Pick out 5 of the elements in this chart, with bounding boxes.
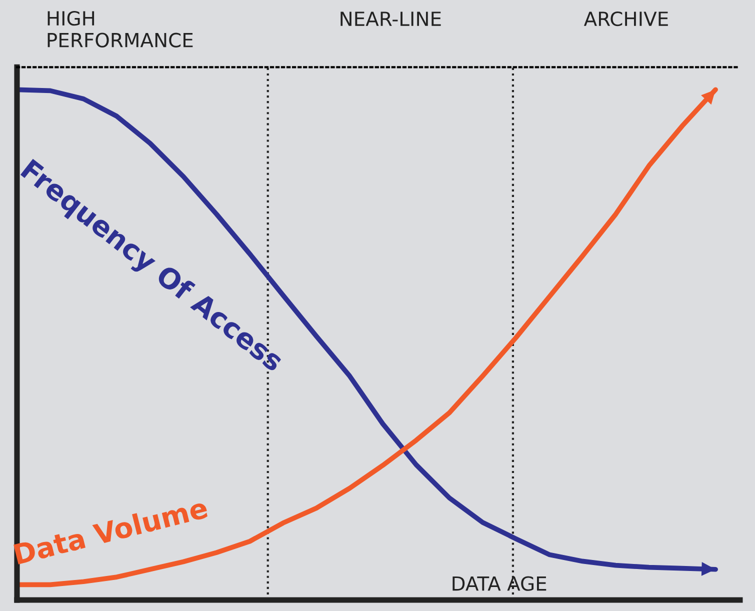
x-axis-title: DATA AGE (452, 576, 546, 591)
text: HIGH PERFORMANCE (48, 10, 193, 48)
text: Data Volume (13, 496, 208, 565)
text: ARCHIVE (584, 11, 668, 26)
text: NEAR-LINE (340, 12, 441, 26)
